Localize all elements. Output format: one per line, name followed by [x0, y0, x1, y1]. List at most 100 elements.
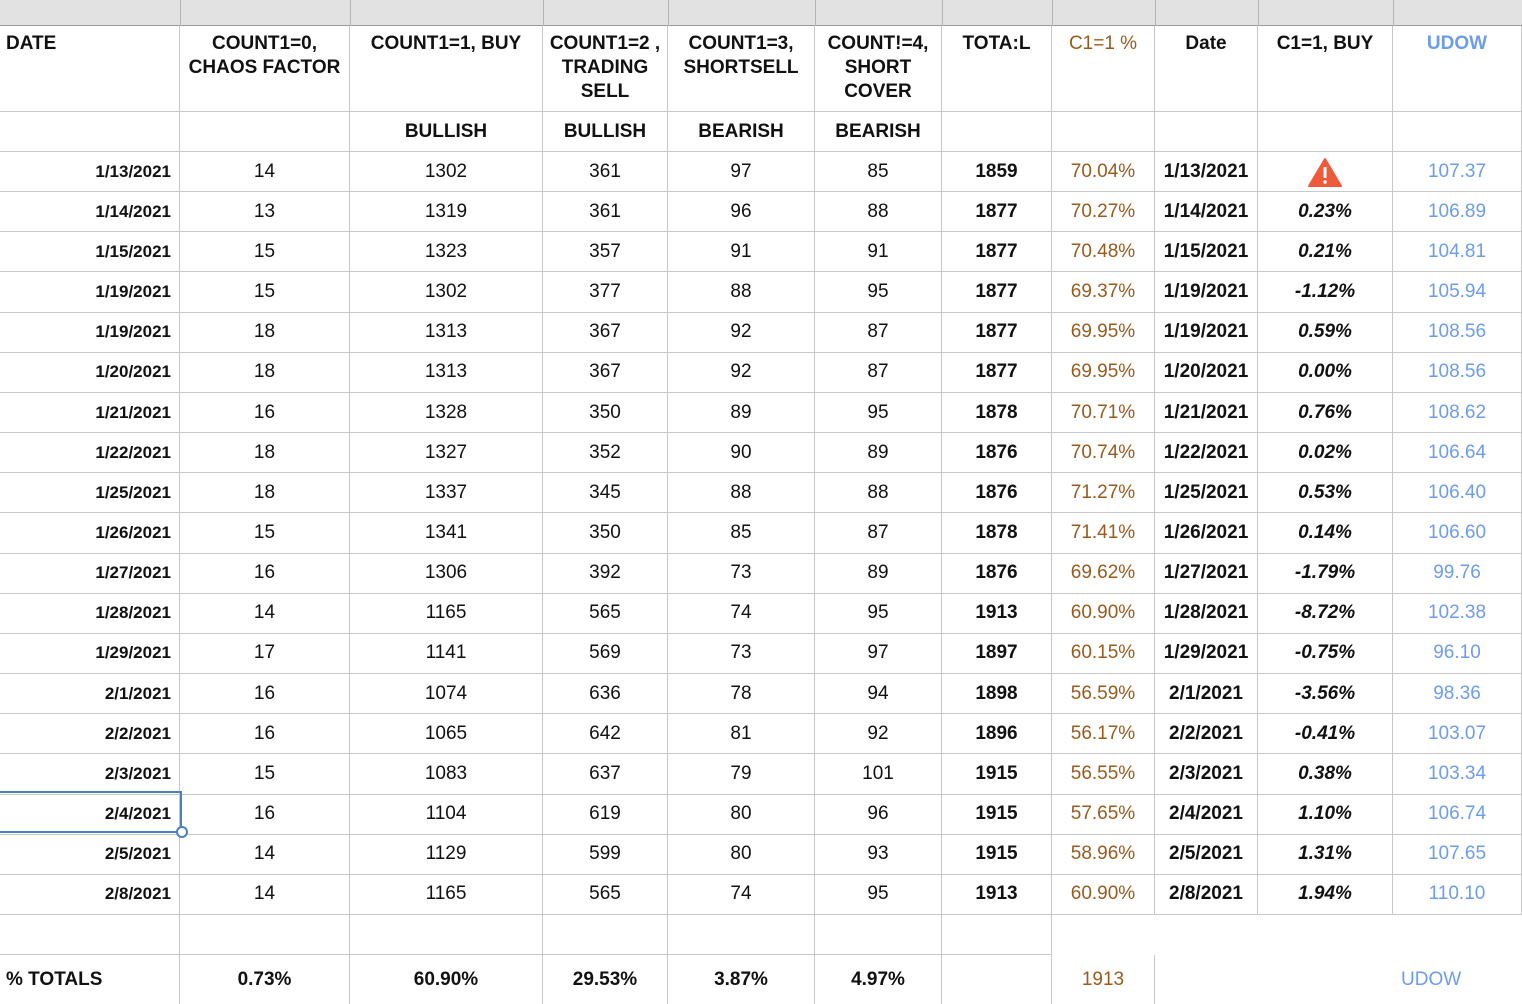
data-cell: 2/8/2021 [1155, 874, 1258, 915]
data-cell: 106.64 [1393, 433, 1522, 474]
date-cell: 1/28/2021 [0, 593, 180, 634]
data-cell: 0.14% [1258, 513, 1393, 554]
data-cell: 106.40 [1393, 473, 1522, 514]
data-cell: 96 [815, 794, 942, 835]
data-cell: 1896 [942, 714, 1052, 755]
totals-cell: 3.87% [668, 955, 815, 1004]
totals-cell [1258, 955, 1393, 1004]
data-cell: 2/3/2021 [1155, 754, 1258, 795]
date-cell: 1/27/2021 [0, 553, 180, 594]
data-cell: 1876 [942, 433, 1052, 474]
date-cell: 2/5/2021 [0, 834, 180, 875]
data-cell: 377 [543, 272, 668, 313]
empty-cell [942, 915, 1052, 955]
data-cell: 108.56 [1393, 352, 1522, 393]
data-cell: 1313 [350, 312, 543, 353]
column-separator [668, 0, 669, 26]
data-cell: 60.90% [1052, 874, 1155, 915]
data-cell: 565 [543, 874, 668, 915]
subheader-cell [942, 112, 1052, 152]
data-cell: 106.89 [1393, 192, 1522, 233]
data-cell: 108.62 [1393, 392, 1522, 434]
header-cell: TOTA:L [942, 26, 1052, 112]
subheader-cell: BEARISH [668, 112, 815, 152]
data-cell: 619 [543, 794, 668, 835]
data-cell: 2/2/2021 [1155, 714, 1258, 755]
data-cell: 88 [815, 192, 942, 233]
header-cell: UDOW [1393, 26, 1522, 112]
date-cell: 2/2/2021 [0, 714, 180, 755]
subheader-cell [0, 112, 180, 152]
data-cell: 0.00% [1258, 352, 1393, 393]
data-cell: 1306 [350, 553, 543, 594]
data-cell: 1/29/2021 [1155, 633, 1258, 675]
data-cell: 15 [180, 513, 350, 554]
subheader-cell [1052, 112, 1155, 152]
date-cell: 2/8/2021 [0, 874, 180, 915]
totals-cell [942, 955, 1052, 1004]
data-cell: 69.95% [1052, 312, 1155, 353]
data-cell: 87 [815, 352, 942, 393]
date-cell: 1/25/2021 [0, 473, 180, 514]
data-cell: 1859 [942, 152, 1052, 193]
data-cell: 1302 [350, 152, 543, 193]
date-cell: 1/20/2021 [0, 352, 180, 393]
data-cell: 107.65 [1393, 834, 1522, 875]
totals-cell: % TOTALS [0, 955, 180, 1004]
totals-cell: UDOW [1401, 968, 1462, 990]
totals-cell [1155, 955, 1258, 1004]
data-cell: 80 [668, 794, 815, 835]
data-cell: 81 [668, 714, 815, 755]
data-cell: 16 [180, 674, 350, 715]
data-cell: 1/28/2021 [1155, 593, 1258, 634]
data-cell: 1/27/2021 [1155, 553, 1258, 594]
data-cell: 1876 [942, 473, 1052, 514]
header-cell: COUNT!=4, SHORT COVER [815, 26, 942, 112]
data-cell: 69.95% [1052, 352, 1155, 393]
data-cell: 1/25/2021 [1155, 473, 1258, 514]
data-cell: 636 [543, 674, 668, 715]
data-cell: 107.37 [1393, 152, 1522, 193]
data-cell: 16 [180, 392, 350, 434]
data-cell: 88 [668, 473, 815, 514]
data-cell: 93 [815, 834, 942, 875]
data-cell: 1083 [350, 754, 543, 795]
date-cell: 1/14/2021 [0, 192, 180, 233]
data-cell: 90 [668, 433, 815, 474]
data-cell: 71.41% [1052, 513, 1155, 554]
subheader-cell [1393, 112, 1522, 152]
subheader-cell [180, 112, 350, 152]
data-cell: 85 [668, 513, 815, 554]
data-cell: 71.27% [1052, 473, 1155, 514]
data-cell: 1327 [350, 433, 543, 474]
data-cell: 17 [180, 633, 350, 675]
date-cell: 1/29/2021 [0, 633, 180, 675]
data-cell: 105.94 [1393, 272, 1522, 313]
data-cell: 14 [180, 593, 350, 634]
data-cell: 16 [180, 714, 350, 755]
data-cell: 16 [180, 553, 350, 594]
data-cell: 96 [668, 192, 815, 233]
data-cell: 89 [668, 392, 815, 434]
data-cell: 1165 [350, 593, 543, 634]
data-cell: 92 [668, 352, 815, 393]
data-cell: 1877 [942, 192, 1052, 233]
data-cell: 361 [543, 192, 668, 233]
column-separator [180, 0, 181, 26]
totals-cell: 1913 [1052, 955, 1155, 1004]
empty-cell [350, 915, 543, 955]
data-cell: 350 [543, 392, 668, 434]
empty-cell [815, 915, 942, 955]
data-cell: 367 [543, 352, 668, 393]
data-cell: -1.79% [1258, 553, 1393, 594]
data-cell: 1104 [350, 794, 543, 835]
data-cell: 1065 [350, 714, 543, 755]
data-cell: 2/4/2021 [1155, 794, 1258, 835]
data-cell: 79 [668, 754, 815, 795]
data-cell: 18 [180, 352, 350, 393]
date-cell: 2/3/2021 [0, 754, 180, 795]
data-cell: 16 [180, 794, 350, 835]
data-cell: 58.96% [1052, 834, 1155, 875]
data-cell: 1141 [350, 633, 543, 675]
data-cell: 108.56 [1393, 312, 1522, 353]
